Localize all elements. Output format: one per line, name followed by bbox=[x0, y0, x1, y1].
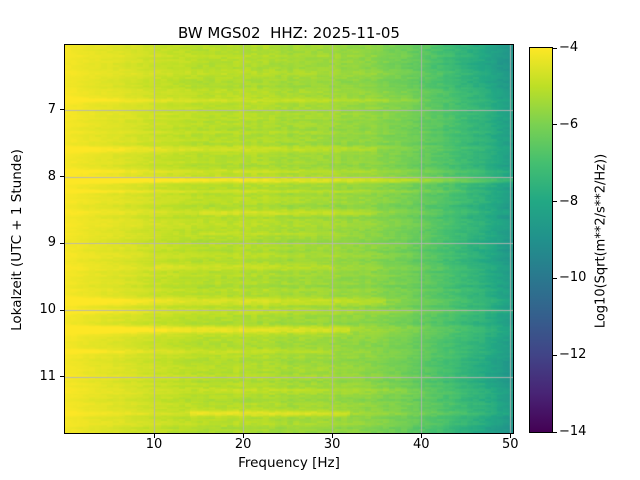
y-tick-label: 9 bbox=[47, 235, 56, 251]
colorbar-tick-label: −14 bbox=[559, 424, 587, 439]
y-tick-mark bbox=[60, 376, 64, 378]
x-tick-mark bbox=[331, 434, 333, 438]
colorbar-tick-mark bbox=[553, 431, 557, 433]
chart-title: BW MGS02 HHZ: 2025-11-05 bbox=[178, 24, 400, 42]
colorbar-tick-label: −8 bbox=[559, 193, 579, 209]
y-tick-label: 11 bbox=[39, 368, 56, 384]
colorbar-tick-label: −6 bbox=[559, 116, 579, 132]
y-tick-mark bbox=[60, 109, 64, 111]
colorbar-tick-mark bbox=[553, 47, 557, 49]
colorbar-tick-mark bbox=[553, 201, 557, 203]
x-tick-label: 20 bbox=[234, 437, 252, 452]
colorbar-tick-mark bbox=[553, 354, 557, 356]
y-tick-mark bbox=[60, 176, 64, 178]
y-tick-label: 7 bbox=[47, 101, 56, 117]
y-tick-label: 10 bbox=[39, 302, 56, 318]
colorbar-tick-mark bbox=[553, 277, 557, 279]
x-tick-label: 10 bbox=[145, 437, 163, 452]
colorbar bbox=[529, 47, 553, 433]
spectrogram-canvas bbox=[65, 45, 513, 433]
x-tick-mark bbox=[509, 434, 511, 438]
colorbar-tick-label: −4 bbox=[559, 40, 579, 55]
x-tick-label: 40 bbox=[412, 437, 430, 452]
plot-area bbox=[64, 44, 514, 434]
x-tick-label: 50 bbox=[502, 437, 519, 452]
colorbar-label: Log10(Sqrt(m**2/s**2/Hz)) bbox=[593, 153, 609, 329]
x-tick-mark bbox=[153, 434, 155, 438]
y-axis-label: Lokalzeit (UTC + 1 Stunde) bbox=[9, 149, 25, 331]
colorbar-tick-label: −12 bbox=[559, 347, 587, 363]
colorbar-tick-mark bbox=[553, 124, 557, 126]
x-tick-mark bbox=[420, 434, 422, 438]
x-tick-mark bbox=[242, 434, 244, 438]
colorbar-gradient bbox=[530, 48, 552, 432]
y-tick-mark bbox=[60, 309, 64, 311]
colorbar-tick-label: −10 bbox=[559, 270, 587, 286]
y-tick-mark bbox=[60, 242, 64, 244]
x-tick-label: 30 bbox=[323, 437, 341, 452]
x-axis-label: Frequency [Hz] bbox=[238, 455, 340, 471]
y-tick-label: 8 bbox=[47, 168, 56, 184]
